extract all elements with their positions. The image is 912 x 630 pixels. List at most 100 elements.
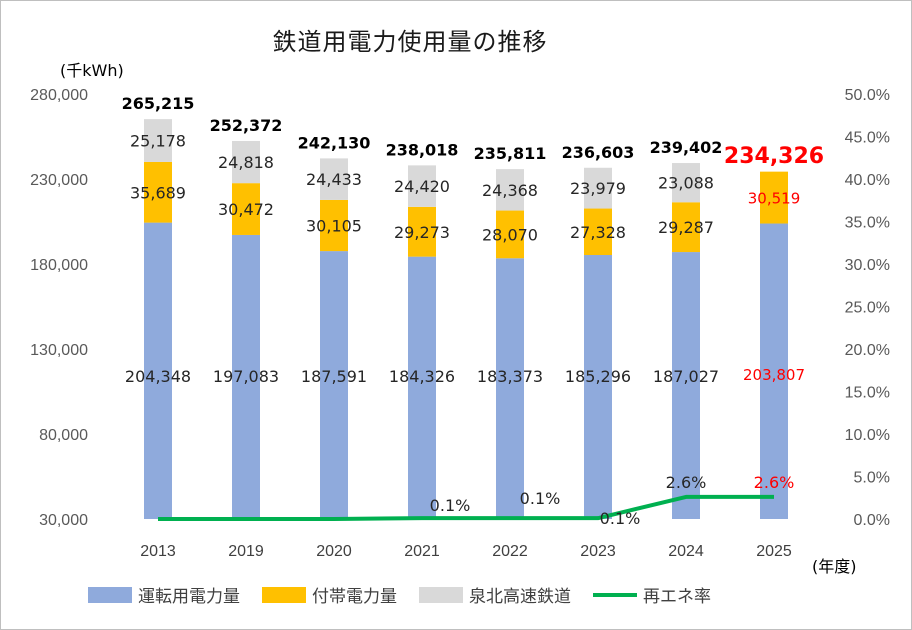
bar-segment-senboku xyxy=(672,163,700,203)
y-tick-label: 280,000 xyxy=(30,87,88,104)
y-tick-label: 180,000 xyxy=(30,257,88,274)
data-label-renewable-rate: 2.6% xyxy=(754,473,795,492)
y2-tick-label: 0.0% xyxy=(854,512,890,529)
legend-label-renewable-rate: 再エネ率 xyxy=(643,587,711,607)
y-tick-label: 30,000 xyxy=(39,512,88,529)
data-label-auxiliary: 27,328 xyxy=(570,223,626,242)
x-tick-label: 2020 xyxy=(316,543,352,560)
renewable-rate-line xyxy=(158,494,774,521)
data-label-operation: 185,296 xyxy=(565,367,631,386)
legend-item-renewable-rate: 再エネ率 xyxy=(593,582,711,607)
y2-tick-label: 40.0% xyxy=(845,172,890,189)
data-label-auxiliary: 35,689 xyxy=(130,183,186,202)
bar-segment-senboku xyxy=(584,167,612,209)
y-tick-label: 230,000 xyxy=(30,172,88,189)
bar-segment-senboku xyxy=(232,140,260,184)
bar-segment-auxiliary xyxy=(584,208,612,255)
y2-tick-label: 25.0% xyxy=(845,300,890,317)
data-label-senboku: 25,178 xyxy=(130,132,186,151)
bar-segment-operation xyxy=(496,258,524,519)
bar-segment-auxiliary xyxy=(760,171,788,224)
bar-segment-auxiliary xyxy=(672,202,700,253)
data-label-operation: 187,591 xyxy=(301,367,367,386)
x-tick-label: 2021 xyxy=(404,543,440,560)
x-tick-label: 2023 xyxy=(580,543,616,560)
data-label-operation: 183,373 xyxy=(477,367,543,386)
data-label-total: 235,811 xyxy=(474,144,547,163)
chart-title: 鉄道用電力使用量の推移 xyxy=(272,28,548,56)
bar-segment-operation xyxy=(760,223,788,519)
bar-segment-operation xyxy=(584,254,612,519)
bar-segment-auxiliary xyxy=(496,210,524,259)
legend-swatch-operation xyxy=(88,586,132,603)
data-label-senboku: 23,979 xyxy=(570,179,626,198)
y2-tick-label: 30.0% xyxy=(845,257,890,274)
data-label-total: 239,402 xyxy=(650,138,723,157)
data-label-operation: 184,326 xyxy=(389,367,455,386)
data-label-senboku: 24,420 xyxy=(394,177,450,196)
legend-swatch-senboku xyxy=(419,586,463,603)
bar-segment-senboku xyxy=(144,119,172,162)
bar-segment-operation xyxy=(408,256,436,519)
legend-label-auxiliary: 付帯電力量 xyxy=(312,587,397,607)
legend-item-senboku: 泉北高速鉄道 xyxy=(419,582,571,607)
bar-segment-senboku xyxy=(496,169,524,211)
data-label-total: 242,130 xyxy=(298,133,371,152)
x-axis-unit: (年度) xyxy=(812,557,857,576)
bar-segment-operation xyxy=(320,251,348,519)
y-tick-label: 130,000 xyxy=(30,342,88,359)
bar-segment-operation xyxy=(672,252,700,520)
data-label-operation: 203,807 xyxy=(743,366,805,384)
legend-item-operation: 運転用電力量 xyxy=(88,582,240,607)
legend-item-auxiliary: 付帯電力量 xyxy=(262,582,397,607)
data-label-renewable-rate: 0.1% xyxy=(430,496,471,515)
data-label-total: 252,372 xyxy=(210,116,283,135)
data-label-total: 234,326 xyxy=(724,144,824,169)
legend-label-senboku: 泉北高速鉄道 xyxy=(469,587,571,607)
bar-segment-auxiliary xyxy=(320,199,348,252)
bar-segment-senboku xyxy=(320,158,348,200)
data-label-operation: 197,083 xyxy=(213,367,279,386)
x-tick-label: 2022 xyxy=(492,543,528,560)
y2-tick-label: 15.0% xyxy=(845,385,890,402)
data-label-senboku: 24,368 xyxy=(482,181,538,200)
data-label-renewable-rate: 0.1% xyxy=(600,509,641,528)
y2-tick-label: 10.0% xyxy=(845,427,890,444)
data-label-senboku: 23,088 xyxy=(658,174,714,193)
bar-segment-auxiliary xyxy=(144,161,172,223)
legend-swatch-auxiliary xyxy=(262,586,306,603)
data-label-auxiliary: 30,105 xyxy=(306,217,362,236)
x-tick-label: 2019 xyxy=(228,543,264,560)
x-tick-label: 2013 xyxy=(140,543,176,560)
y2-tick-label: 20.0% xyxy=(845,342,890,359)
data-label-auxiliary: 29,287 xyxy=(658,218,714,237)
legend: 運転用電力量 付帯電力量 泉北高速鉄道 再エネ率 xyxy=(88,582,711,607)
data-label-auxiliary: 30,472 xyxy=(218,200,274,219)
data-label-total: 238,018 xyxy=(386,140,459,159)
data-label-auxiliary: 28,070 xyxy=(482,225,538,244)
y2-tick-label: 45.0% xyxy=(845,130,890,147)
left-axis-unit: (千kWh) xyxy=(60,61,124,80)
x-tick-label: 2025 xyxy=(756,543,792,560)
bar-segment-operation xyxy=(144,222,172,519)
data-label-renewable-rate: 0.1% xyxy=(520,489,561,508)
x-tick-label: 2024 xyxy=(668,543,704,560)
bar-segment-senboku xyxy=(408,165,436,207)
data-label-total: 265,215 xyxy=(122,94,195,113)
y-tick-label: 80,000 xyxy=(39,427,88,444)
y2-tick-label: 50.0% xyxy=(845,87,890,104)
bar-segment-operation xyxy=(232,234,260,519)
y2-tick-label: 35.0% xyxy=(845,215,890,232)
data-label-senboku: 24,433 xyxy=(306,170,362,189)
y2-tick-label: 5.0% xyxy=(854,470,890,487)
data-label-operation: 204,348 xyxy=(125,367,191,386)
data-label-senboku: 24,818 xyxy=(218,153,274,172)
data-label-auxiliary: 29,273 xyxy=(394,223,450,242)
data-label-total: 236,603 xyxy=(562,143,635,162)
bar-segment-auxiliary xyxy=(408,206,436,257)
data-label-renewable-rate: 2.6% xyxy=(666,473,707,492)
legend-label-operation: 運転用電力量 xyxy=(138,587,240,607)
data-label-operation: 187,027 xyxy=(653,367,719,386)
legend-swatch-renewable-rate xyxy=(593,592,637,597)
